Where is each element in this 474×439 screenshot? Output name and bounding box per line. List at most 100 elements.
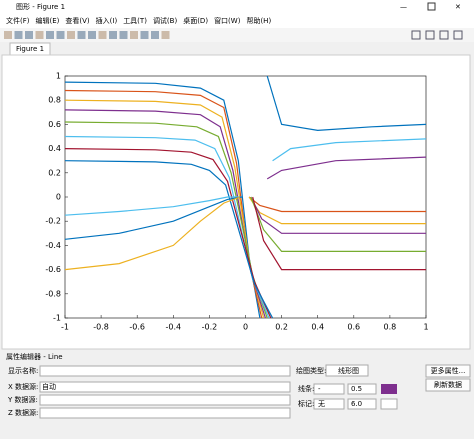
min-button[interactable]: — [400,3,407,11]
value[interactable]: 6.0 [351,400,362,408]
tool-icon[interactable] [425,30,435,40]
tool-icon[interactable] [67,31,75,39]
tool-icon[interactable] [4,31,12,39]
label: Z 数据源: [8,408,38,417]
x-tick-label: -1 [61,323,69,332]
tool-icon[interactable] [56,31,65,39]
tool-icon[interactable] [109,31,117,39]
menu-item[interactable]: 查看(V) [65,16,90,25]
y-tick-label: -0.6 [45,265,61,274]
tool-icon[interactable] [88,31,96,39]
y-tick-label: 0.2 [48,168,61,177]
y-tick-label: -0.8 [45,289,61,298]
x-tick-label: -0.4 [165,323,181,332]
label: 绘图类型: [296,366,326,375]
line [65,160,274,318]
plot: -1 -0.8 -0.6 -0.4 -0.2 0 0.2 0.4 0.6 0.8 1 -1 -0.8 -0… [45,72,428,332]
line [65,148,272,318]
y-source-select[interactable] [39,394,291,406]
line [266,76,426,132]
tool-icon[interactable] [46,31,54,39]
value[interactable]: 0.5 [351,385,362,393]
lines [65,76,426,318]
tool-icon[interactable] [151,31,159,39]
tool-icon[interactable] [14,31,23,39]
y-tick-label: 0.8 [48,96,61,105]
y-tick-label: -0.4 [45,241,61,250]
x-tick-label: -0.8 [93,323,109,332]
x-tick-label: 1 [423,323,428,332]
menu-item[interactable]: 编辑(E) [36,16,60,25]
label: Y 数据源: [7,395,38,404]
x-tick-label: 0.6 [347,323,360,332]
label: 线条: [298,384,314,393]
tool-icon[interactable] [140,31,149,39]
tab-label[interactable]: Figure 1 [16,45,44,53]
x-tick-label: 0.2 [275,323,288,332]
tool-icon[interactable] [77,31,86,39]
tool-icon[interactable] [35,31,44,39]
line [272,138,426,162]
tool-icon[interactable] [98,31,107,39]
label: X 数据源: [8,382,38,391]
button-label[interactable]: 更多属性... [431,366,466,375]
value[interactable]: 自动 [42,382,56,391]
tool-icon[interactable] [161,31,170,39]
line [252,196,426,271]
toolbar-icons [4,30,463,40]
window-title: 图形 - Figure 1 [16,3,65,11]
max-button[interactable] [427,2,436,11]
toolbar [0,28,474,42]
display-name-input[interactable] [39,365,291,377]
y-tick-label: -0.2 [45,217,61,226]
y-tick-label: -1 [53,314,61,323]
marker-size[interactable] [347,398,377,410]
marker-color[interactable] [380,398,398,410]
line [65,196,241,271]
plot-type-select[interactable] [325,364,369,377]
label: 标记: [298,399,314,408]
tool-icon[interactable] [119,31,128,39]
x-tick-label: -0.6 [129,323,145,332]
line [250,196,426,234]
tool-icon[interactable] [411,30,421,40]
x-source-select[interactable] [39,381,291,393]
menu-item[interactable]: 帮助(H) [246,16,271,25]
x-tick-label: -0.2 [202,323,218,332]
line-width[interactable] [347,383,377,395]
line [65,196,242,240]
menu: 文件(F) 编辑(E) 查看(V) 插入(I) 工具(T) 调试(B) 桌面(D) 窗口(W)… [6,16,271,25]
more-button[interactable] [425,364,471,378]
menu-item[interactable]: 文件(F) [6,16,30,25]
menu-item[interactable]: 窗口(W) [214,16,241,25]
tool-icon[interactable] [25,31,33,39]
label: 显示名称: [8,366,38,375]
y-tick-label: 0.4 [48,144,61,153]
tool-icon[interactable] [453,30,463,40]
marker-select[interactable] [313,398,345,410]
button-label[interactable]: 刷新数据 [434,380,462,389]
value[interactable]: - [318,385,321,393]
z-source-select[interactable] [39,407,291,419]
title-bar [0,0,474,14]
line-style[interactable] [313,383,345,395]
line [250,196,426,252]
line [266,156,426,180]
menu-item[interactable]: 桌面(D) [183,16,208,25]
value[interactable]: 无 [318,400,325,408]
pe-title: 属性编辑器 - Line [6,352,63,361]
x-tick-label: 0 [243,323,248,332]
line-color[interactable] [381,384,397,394]
y-tick-label: 0.6 [48,120,61,129]
x-tick-label: 0.8 [384,323,397,332]
line [65,196,242,216]
menu-item[interactable]: 工具(T) [123,17,147,25]
value[interactable]: 线形图 [338,366,359,375]
tool-icon[interactable] [439,30,449,40]
menu-item[interactable]: 调试(B) [153,16,178,25]
refresh-button[interactable] [425,378,471,392]
menu-item[interactable]: 插入(I) [96,16,118,25]
close-button[interactable]: ✕ [455,3,461,11]
tool-icon[interactable] [130,31,138,39]
